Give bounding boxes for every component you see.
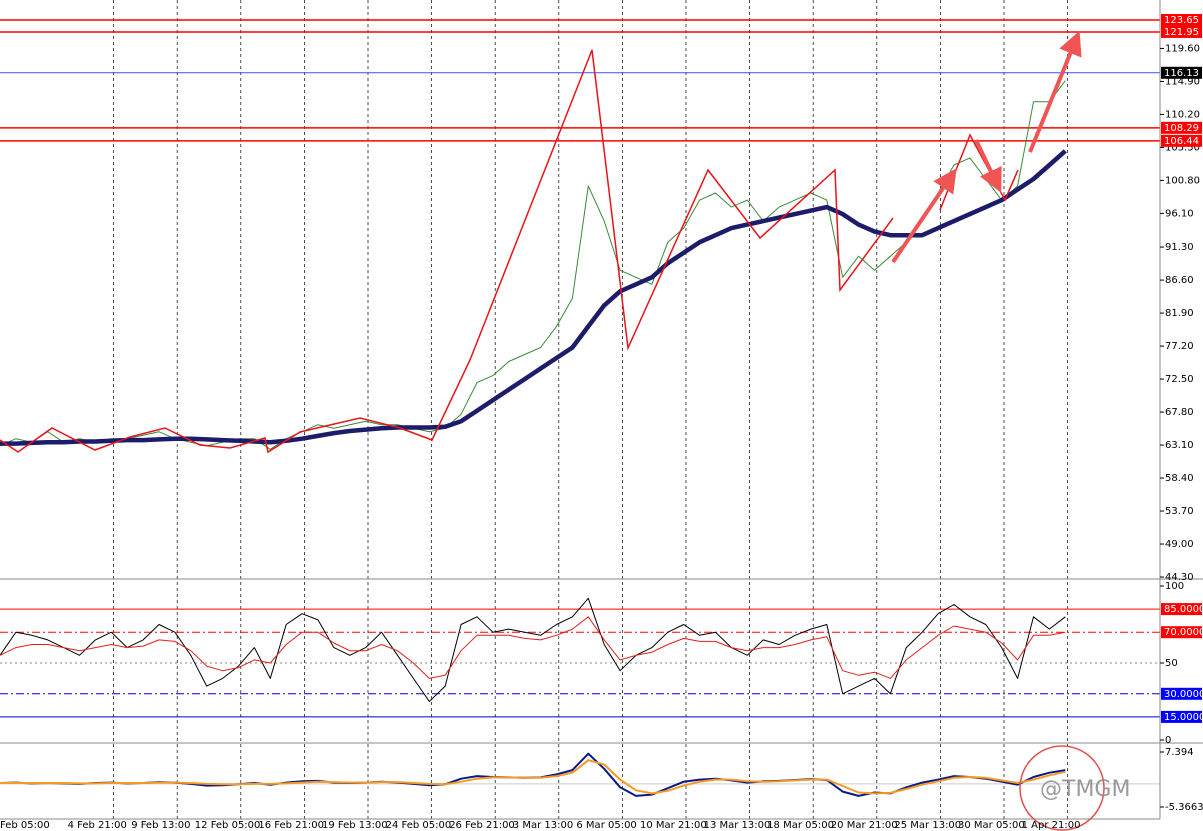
x-tick-label: 19 Feb 13:00 <box>322 820 388 831</box>
x-tick-label: 10 Mar 21:00 <box>640 820 707 831</box>
x-tick-label: 30 Mar 05:00 <box>958 820 1025 831</box>
level-label-bg <box>1161 603 1202 616</box>
x-tick-label: 1 Apr 21:00 <box>1022 820 1081 831</box>
level-label: 70.0000 <box>1164 627 1203 638</box>
y-tick-label: 96.10 <box>1165 208 1194 219</box>
grid <box>0 0 1160 819</box>
y-tick-label: 86.60 <box>1165 275 1194 286</box>
y-tick-label: -5.3663 <box>1165 802 1203 813</box>
level-label-bg <box>1161 121 1202 134</box>
level-label: 123.65 <box>1164 15 1199 26</box>
x-tick-label: 18 Mar 05:00 <box>767 820 834 831</box>
x-tick-label: 16 Feb 21:00 <box>258 820 324 831</box>
y-tick-label: 119.60 <box>1165 43 1200 54</box>
y-tick-label: 63.10 <box>1165 440 1194 451</box>
x-tick-label: 26 Feb 21:00 <box>449 820 515 831</box>
y-tick-label: 100.80 <box>1165 175 1200 186</box>
y-tick-label: 50 <box>1165 658 1178 669</box>
level-label: 108.29 <box>1164 123 1199 134</box>
y-tick-label: 7.394 <box>1165 747 1194 758</box>
y-tick-label: 53.70 <box>1165 506 1194 517</box>
level-label: 116.13 <box>1164 68 1199 79</box>
y-tick-label: 72.50 <box>1165 374 1194 385</box>
x-tick-label: 9 Feb 13:00 <box>131 820 190 831</box>
y-tick-label: 114.90 <box>1165 76 1200 87</box>
level-label-bg <box>1161 687 1202 700</box>
x-tick-label: 12 Feb 05:00 <box>195 820 261 831</box>
plots <box>0 80 1067 797</box>
x-tick-label: 20 Mar 21:00 <box>831 820 898 831</box>
level-label-bg <box>1161 25 1202 38</box>
y-tick-label: 100 <box>1165 581 1184 592</box>
series-line <box>0 597 1066 702</box>
y-tick-label: 0 <box>1165 735 1171 746</box>
level-label: 121.95 <box>1164 27 1199 38</box>
y-tick-label: 67.80 <box>1165 407 1194 418</box>
x-tick-label: 13 Mar 13:00 <box>704 820 771 831</box>
series-line <box>0 149 1067 446</box>
price-axis: 119.60 114.90 110.20 105.50 100.80 96.10 91.30… <box>1160 14 1203 813</box>
level-label: 85.0000 <box>1164 604 1203 615</box>
y-tick-label: 91.30 <box>1165 242 1194 253</box>
y-tick-label: 110.20 <box>1165 109 1200 120</box>
x-tick-label: 24 Feb 05:00 <box>386 820 452 831</box>
x-tick-label: Feb 05:00 <box>0 820 50 831</box>
level-label-bg <box>1161 134 1202 147</box>
y-tick-label: 58.40 <box>1165 473 1194 484</box>
x-tick-label: 4 Feb 21:00 <box>68 820 127 831</box>
x-tick-label: 3 Mar 13:00 <box>513 820 573 831</box>
y-tick-label: 81.90 <box>1165 308 1194 319</box>
x-tick-label: 6 Mar 05:00 <box>576 820 636 831</box>
x-tick-label: 25 Mar 13:00 <box>894 820 961 831</box>
level-label: 15.0000 <box>1164 712 1203 723</box>
series-line <box>0 759 1066 795</box>
trend-arrow <box>1028 30 1082 153</box>
trend-arrow <box>891 168 957 264</box>
y-tick-label: 77.20 <box>1165 341 1194 352</box>
level-label-bg <box>1161 14 1202 27</box>
level-label: 106.44 <box>1164 136 1199 147</box>
watermark-circle <box>1019 745 1105 831</box>
series-line <box>0 616 1066 679</box>
level-label-bg <box>1161 66 1202 79</box>
level-label-bg <box>1161 626 1202 639</box>
y-tick-label: 49.00 <box>1165 539 1194 550</box>
level-label: 30.0000 <box>1164 689 1203 700</box>
level-label-bg <box>1161 710 1202 723</box>
y-tick-label: 44.30 <box>1165 572 1194 583</box>
zigzag-drawing <box>0 49 894 454</box>
y-tick-label: 105.50 <box>1165 142 1200 153</box>
trend-arrow <box>974 139 1002 193</box>
watermark: @TMGM <box>1040 777 1130 802</box>
